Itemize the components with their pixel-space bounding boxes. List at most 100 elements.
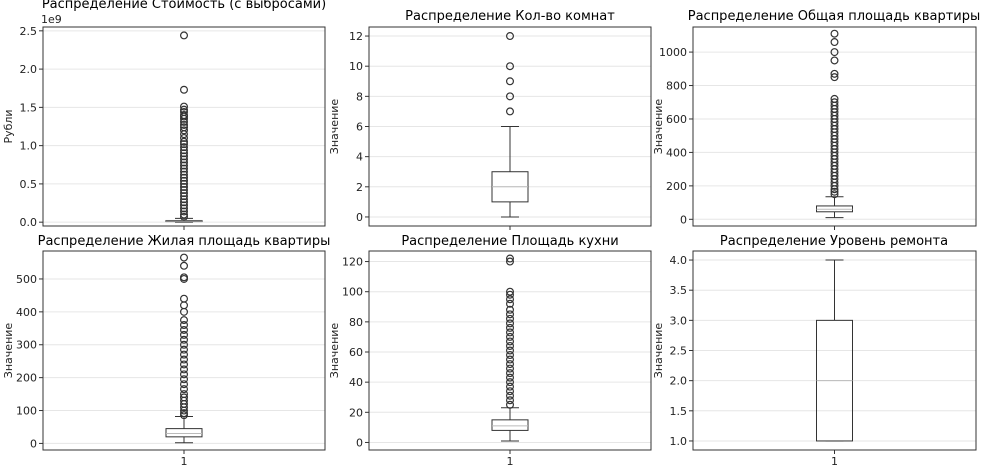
outlier-point	[180, 176, 189, 185]
outlier-point	[180, 164, 189, 173]
outlier-point	[830, 29, 839, 38]
outlier-point	[180, 149, 189, 158]
outlier-point	[506, 299, 515, 308]
outlier-point	[180, 120, 189, 129]
outlier-point	[180, 335, 189, 344]
y-axis-label: Значение	[652, 323, 665, 379]
y-tick-label: 500	[16, 273, 37, 286]
outlier-point	[506, 254, 515, 263]
outlier-point	[180, 360, 189, 369]
y-tick-label: 12	[349, 30, 363, 43]
y-tick-label: 400	[666, 146, 687, 159]
outlier-point	[830, 38, 839, 47]
outlier-point	[180, 350, 189, 359]
y-tick-label: 0.0	[20, 216, 38, 229]
outlier-point	[506, 257, 515, 266]
outlier-point	[180, 207, 189, 216]
x-tick-label: 1	[507, 455, 514, 468]
outlier-point	[830, 48, 839, 57]
outlier-point	[180, 130, 189, 139]
outlier-point	[506, 314, 515, 323]
outlier-point	[180, 212, 189, 221]
y-tick-label: 200	[666, 180, 687, 193]
outlier-point	[830, 73, 839, 82]
y-tick-label: 0	[30, 437, 37, 450]
outlier-point	[506, 310, 515, 319]
y-axis-label: Значение	[328, 323, 341, 379]
y-tick-label: 60	[349, 346, 363, 359]
y-tick-label: 2.5	[670, 345, 688, 358]
y-tick-label: 1000	[659, 46, 687, 59]
outlier-point	[180, 198, 189, 207]
outlier-point	[180, 114, 189, 123]
y-tick-label: 1.0	[20, 140, 38, 153]
outlier-point	[506, 295, 515, 304]
y-tick-label: 2	[356, 181, 363, 194]
outlier-point	[506, 62, 515, 71]
subplot-2: 0 2 4 6 8 10 12 Значение Распределение Кол-во ко…	[328, 9, 652, 230]
outlier-point	[180, 210, 189, 219]
outlier-point	[506, 328, 515, 337]
y-tick-label: 8	[356, 90, 363, 103]
y-tick-label: 0	[356, 211, 363, 224]
outlier-point	[180, 274, 189, 283]
outlier-point	[180, 133, 189, 142]
outlier-point	[506, 396, 515, 405]
outlier-point	[180, 294, 189, 303]
y-tick-label: 6	[356, 121, 363, 134]
outlier-point	[506, 391, 515, 400]
outlier-point	[180, 385, 189, 394]
y-tick-label: 100	[16, 405, 37, 418]
outlier-point	[180, 192, 189, 201]
outlier-point	[180, 152, 189, 161]
y-tick-label: 4.0	[670, 254, 688, 267]
outlier-point	[506, 341, 515, 350]
chart-title: Распределение Общая площадь квартиры	[688, 9, 981, 24]
outlier-point	[180, 325, 189, 334]
outlier-point	[180, 173, 189, 182]
outlier-point	[180, 370, 189, 379]
outlier-point	[180, 155, 189, 164]
outlier-point	[180, 161, 189, 170]
chart-title: Распределение Стоимость (с выбросами)	[42, 0, 326, 12]
outlier-point	[830, 181, 839, 190]
y-tick-label: 0	[680, 213, 687, 226]
outlier-point	[506, 332, 515, 341]
outlier-point	[180, 375, 189, 384]
outlier-point	[180, 189, 189, 198]
y-tick-label: 200	[16, 372, 37, 385]
outlier-point	[506, 378, 515, 387]
subplot-6: 1.0 1.5 2.0 2.5 3.0 3.5 4.0 1 Значение Распределе…	[652, 234, 977, 468]
outlier-point	[180, 182, 189, 191]
outlier-point	[506, 32, 515, 41]
y-tick-label: 2.0	[670, 375, 688, 388]
y-tick-label: 80	[349, 316, 363, 329]
outlier-point	[180, 195, 189, 204]
outlier-point	[830, 69, 839, 78]
outlier-point	[506, 107, 515, 116]
outlier-point	[506, 355, 515, 364]
y-axis-label: Значение	[328, 99, 341, 155]
outlier-point	[506, 387, 515, 396]
outlier-point	[506, 373, 515, 382]
y-tick-label: 1.0	[670, 435, 688, 448]
y-axis-label: Значение	[652, 99, 665, 155]
chart-title: Распределение Кол-во комнат	[405, 9, 615, 24]
outlier-point	[830, 56, 839, 65]
outlier-point	[506, 287, 515, 296]
outlier-point	[180, 301, 189, 310]
y-tick-label: 2.0	[20, 63, 38, 76]
outlier-point	[180, 340, 189, 349]
iqr-box	[491, 419, 529, 431]
outlier-point	[180, 380, 189, 389]
subplot-3: 0 200 400 600 800 1000 Значение Распределение О…	[652, 9, 980, 230]
subplot-4: 0 100 200 300 400 500 1 Значение Распределение Ж…	[2, 234, 330, 468]
outlier-point	[506, 382, 515, 391]
outlier-point	[180, 143, 189, 152]
y-tick-label: 10	[349, 60, 363, 73]
y-tick-label: 0.5	[20, 178, 38, 191]
outlier-point	[180, 365, 189, 374]
y-tick-label: 400	[16, 306, 37, 319]
outlier-point	[180, 85, 189, 94]
